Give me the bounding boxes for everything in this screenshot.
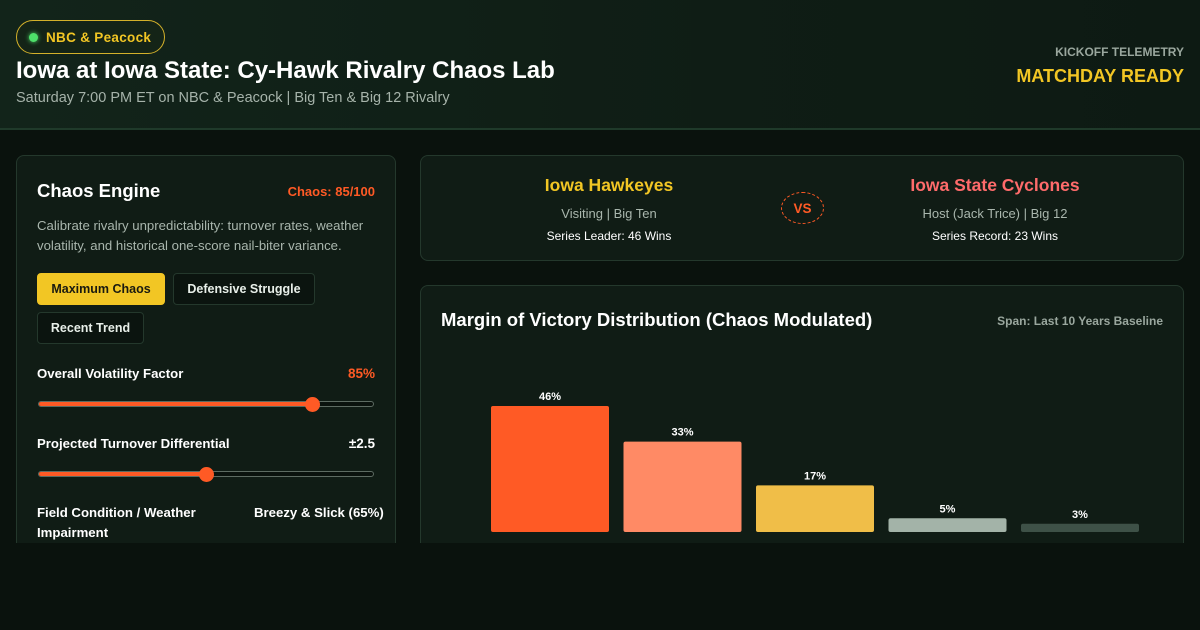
- volatility-slider-fill: [39, 402, 313, 406]
- turnover-slider[interactable]: [38, 467, 374, 482]
- turnover-slider-fill: [39, 472, 206, 476]
- turnover-slider-thumb[interactable]: [198, 467, 214, 482]
- bar-label-4: 3%: [1072, 509, 1088, 521]
- bar-label-2: 17%: [804, 470, 826, 482]
- home-team-name: Iowa State Cyclones: [910, 175, 1080, 195]
- broadcast-badge: NBC & Peacock: [16, 20, 165, 54]
- volatility-slider-value: 85%: [347, 366, 375, 381]
- header: NBC & Peacock Iowa at Iowa State: Cy-Haw…: [0, 0, 1200, 130]
- chart-span-label: Span: Last 10 Years Baseline: [997, 314, 1163, 328]
- bar-4[interactable]: [1021, 523, 1139, 532]
- page-subtitle: Saturday 7:00 PM ET on NBC & Peacock | B…: [16, 90, 450, 106]
- field-condition-label: Field Condition / Weather Impairment: [37, 505, 196, 540]
- chart-title: Margin of Victory Distribution (Chaos Mo…: [441, 309, 873, 330]
- vs-badge: VS: [781, 192, 824, 224]
- away-team: Iowa Hawkeyes Visiting | Big Ten Series …: [439, 156, 779, 243]
- bar-label-1: 33%: [671, 427, 693, 439]
- preset-defensive-struggle-button[interactable]: Defensive Struggle: [173, 273, 315, 305]
- telemetry-status: MATCHDAY READY: [1016, 66, 1184, 86]
- away-team-role: Visiting | Big Ten: [561, 206, 657, 221]
- away-team-record: Series Leader: 46 Wins: [546, 229, 672, 243]
- preset-recent-trend-button[interactable]: Recent Trend: [37, 312, 144, 344]
- page-title: Iowa at Iowa State: Cy-Hawk Rivalry Chao…: [16, 57, 555, 84]
- bar-0[interactable]: [491, 406, 609, 532]
- live-dot-icon: [29, 32, 38, 42]
- chaos-engine-panel: Chaos Engine Chaos: 85/100 Calibrate riv…: [16, 155, 396, 575]
- matchup-card: Iowa Hawkeyes Visiting | Big Ten Series …: [420, 155, 1184, 261]
- volatility-slider-label: Overall Volatility Factor: [37, 366, 184, 381]
- bar-label-3: 5%: [940, 503, 956, 515]
- margin-chart-panel: Margin of Victory Distribution (Chaos Mo…: [420, 285, 1184, 585]
- bar-label-0: 46%: [539, 391, 561, 403]
- bar-1[interactable]: [623, 441, 742, 532]
- broadcast-badge-label: NBC & Peacock: [46, 29, 152, 45]
- preset-maximum-chaos-button[interactable]: Maximum Chaos: [37, 273, 165, 305]
- chaos-engine-description: Calibrate rivalry unpredictability: turn…: [37, 218, 364, 253]
- turnover-slider-label: Projected Turnover Differential: [37, 436, 230, 451]
- bar-2[interactable]: [756, 485, 874, 532]
- home-team: Iowa State Cyclones Host (Jack Trice) | …: [825, 156, 1165, 243]
- chaos-score-badge: Chaos: 85/100: [287, 184, 375, 199]
- chaos-engine-title: Chaos Engine: [37, 180, 161, 201]
- margin-bar-chart: 46% 33% 17% 5% 3%: [491, 391, 1139, 532]
- home-team-role: Host (Jack Trice) | Big 12: [922, 206, 1068, 221]
- away-team-name: Iowa Hawkeyes: [544, 175, 674, 195]
- field-condition-value: Breezy & Slick (65%): [254, 505, 384, 520]
- home-team-record: Series Record: 23 Wins: [931, 229, 1059, 243]
- telemetry-label: KICKOFF TELEMETRY: [1055, 45, 1184, 59]
- volatility-slider-thumb[interactable]: [305, 397, 321, 412]
- bar-3[interactable]: [888, 518, 1007, 532]
- turnover-slider-value: ±2.5: [348, 436, 375, 451]
- bottom-background: [0, 543, 1200, 630]
- volatility-slider[interactable]: [38, 397, 374, 412]
